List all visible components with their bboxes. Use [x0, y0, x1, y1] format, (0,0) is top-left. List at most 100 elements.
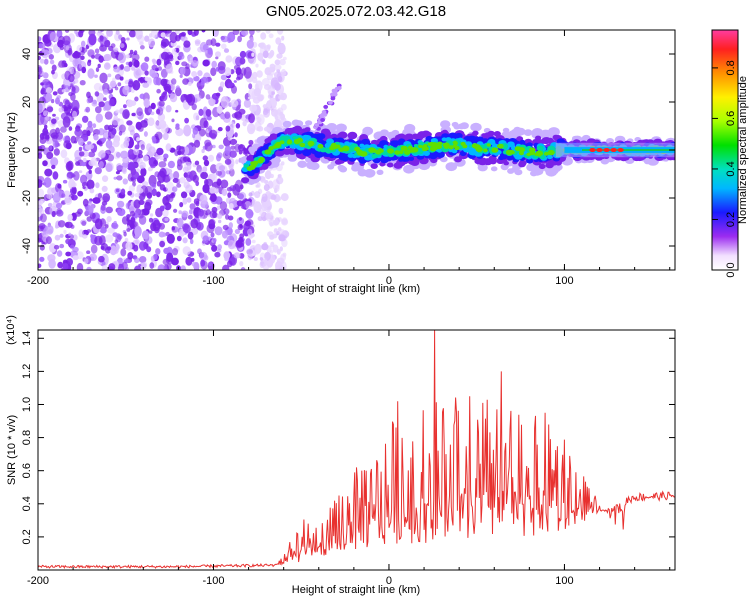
noise-blob [87, 49, 95, 57]
signal-blob [387, 148, 395, 154]
noise-blob [140, 62, 149, 72]
noise-blob [194, 160, 200, 166]
noise-blob [150, 183, 157, 190]
noise-blob [63, 229, 67, 234]
noise-blob [68, 74, 75, 83]
noise-blob [226, 187, 233, 192]
signal-blob [404, 150, 411, 155]
colorbar-ticks: 0.0 0.2 0.4 0.6 0.8 [712, 60, 737, 278]
noise-blob [202, 235, 209, 244]
signal-blob [518, 160, 527, 166]
x-tick-label: -100 [202, 275, 224, 287]
noise-blob [133, 59, 140, 68]
noise-blob [262, 262, 270, 270]
noise-blob [163, 153, 169, 159]
noise-blob [175, 128, 184, 137]
signal-blob [338, 147, 345, 152]
signal-blob [241, 177, 250, 184]
noise-blob [260, 176, 266, 183]
noise-blob [94, 218, 103, 230]
noise-blob [268, 90, 272, 95]
noise-blob [99, 226, 107, 234]
noise-blob [90, 234, 94, 239]
noise-blob [98, 101, 105, 108]
noise-blob [181, 36, 188, 42]
noise-blob [175, 35, 181, 42]
signal-blob [297, 160, 308, 168]
noise-blob [131, 66, 136, 71]
noise-blob [88, 151, 96, 158]
noise-blob [51, 210, 56, 218]
noise-blob [239, 50, 247, 59]
noise-blob [148, 108, 153, 113]
noise-blob [206, 115, 212, 121]
noise-blob [38, 200, 44, 205]
noise-blob [281, 217, 288, 225]
noise-blob [124, 85, 129, 91]
noise-blob [175, 60, 180, 66]
noise-blob [104, 111, 113, 120]
noise-blob [268, 33, 274, 39]
noise-blob [233, 252, 241, 259]
noise-blob [182, 78, 190, 85]
noise-blob [95, 67, 100, 73]
noise-blob [64, 30, 70, 33]
noise-blob [70, 182, 77, 188]
signal-blob [294, 120, 304, 128]
noise-blob [101, 185, 108, 192]
noise-blob [251, 52, 255, 57]
noise-blob [279, 111, 284, 116]
noise-blob [216, 105, 223, 115]
noise-blob [194, 39, 201, 45]
noise-blob [182, 197, 188, 205]
x-tick-label: 100 [555, 575, 573, 587]
noise-blob [246, 248, 254, 256]
signal-blob [247, 178, 256, 185]
noise-blob [108, 45, 114, 52]
noise-blob [125, 54, 130, 59]
noise-blob [137, 154, 144, 159]
noise-blob [84, 258, 89, 264]
noise-blob [160, 32, 166, 38]
noise-blob [102, 193, 111, 203]
noise-blob [273, 228, 279, 235]
noise-blob [38, 237, 42, 243]
noise-blob [175, 87, 182, 97]
noise-blob [120, 63, 124, 70]
noise-blob [105, 206, 113, 214]
noise-blob [65, 251, 72, 257]
noise-blob [202, 59, 210, 67]
noise-blob [101, 137, 107, 143]
noise-blob [144, 70, 149, 76]
noise-blob [93, 134, 99, 141]
figure-title: GN05.2025.072.03.42.G18 [266, 3, 446, 20]
snr-series-line [38, 330, 675, 569]
noise-blob [172, 248, 179, 256]
streak-blob [323, 104, 329, 109]
noise-blob [94, 48, 100, 54]
noise-blob [38, 65, 43, 76]
noise-blob [179, 202, 184, 208]
noise-blob [85, 106, 91, 113]
noise-blob [127, 252, 134, 260]
noise-blob [281, 35, 285, 41]
noise-blob [280, 193, 289, 202]
noise-blob [150, 163, 156, 169]
noise-blob [93, 82, 102, 91]
noise-blob [234, 111, 243, 120]
signal-blob [418, 144, 423, 149]
signal-blob [545, 161, 554, 169]
noise-blob [182, 246, 191, 256]
noise-blob [46, 193, 53, 199]
noise-blob [65, 161, 73, 172]
y-tick-label: 1.4 [21, 331, 33, 346]
colorbar-tick-label: 0.8 [725, 60, 737, 75]
noise-blob [125, 241, 133, 251]
noise-blob [234, 132, 238, 138]
noise-blob [92, 123, 97, 129]
signal-blob [535, 150, 543, 156]
noise-blob [129, 210, 136, 217]
signal-blob [471, 143, 479, 149]
noise-blob [115, 109, 120, 114]
streak-blob [328, 100, 333, 105]
